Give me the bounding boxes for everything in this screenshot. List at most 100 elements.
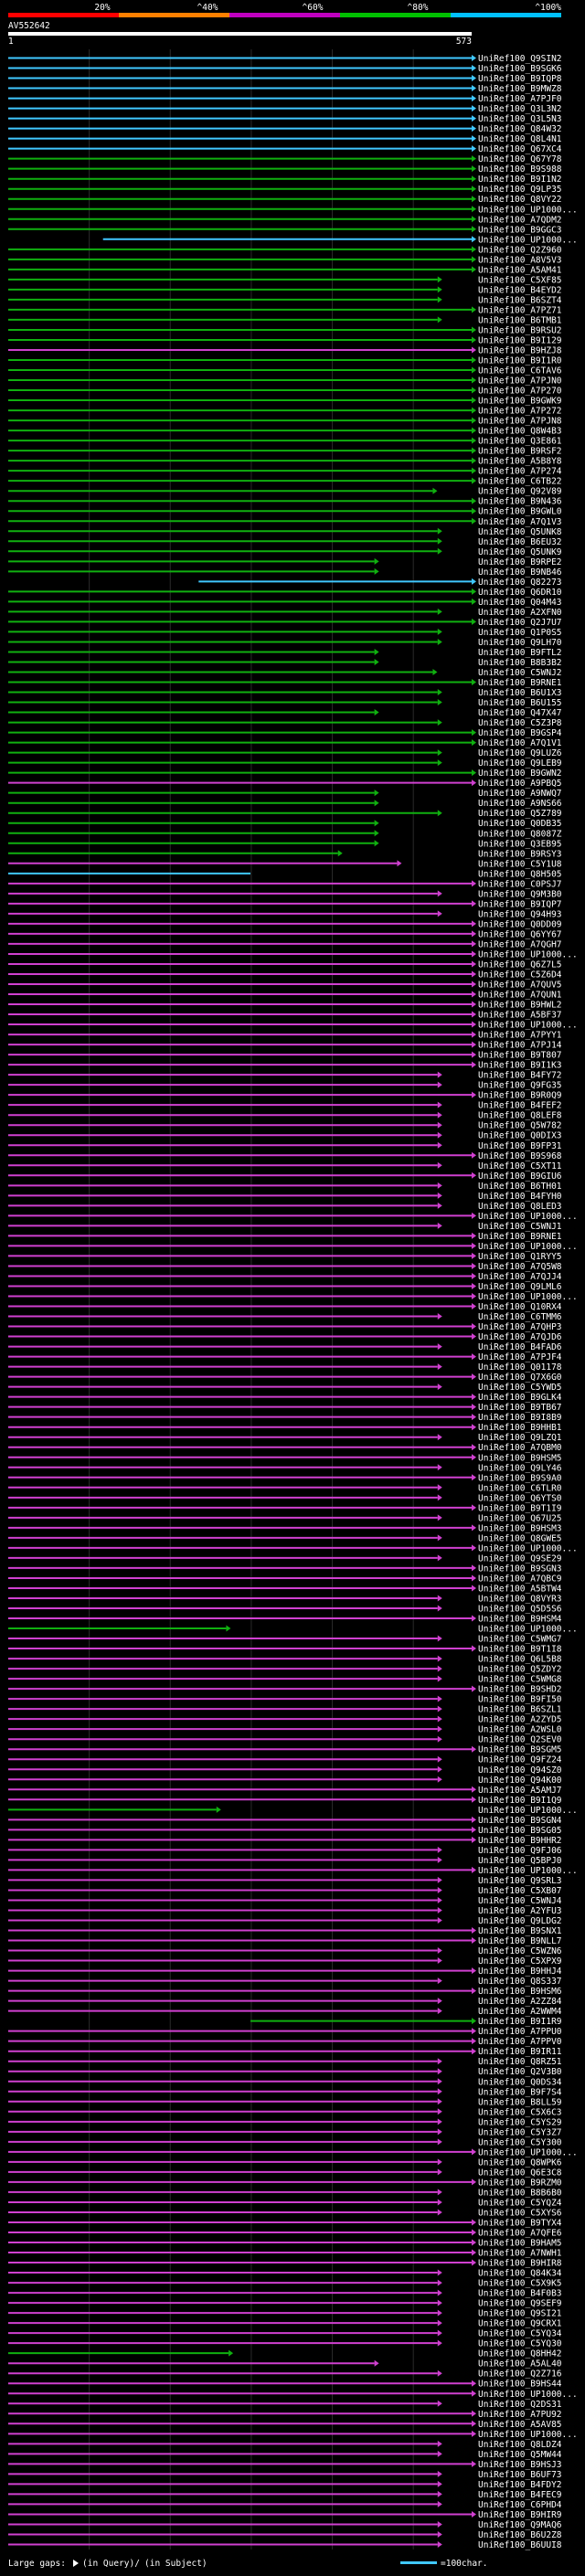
hit-arrow-icon	[437, 2189, 442, 2196]
hit-row: UniRef100_A7QUN1	[8, 991, 562, 1001]
hit-label: UniRef100_B4EYD2	[478, 285, 562, 295]
hit-arrow-icon	[472, 467, 476, 474]
scale-label-60: ^60%	[303, 3, 324, 13]
hit-row: UniRef100_B6UF73	[8, 2470, 562, 2480]
hit-row: UniRef100_A7PJN8	[8, 417, 562, 427]
hit-label: UniRef100_A2WWM4	[478, 2007, 562, 2017]
hit-row: UniRef100_A2WSL0	[8, 1725, 562, 1735]
hit-arrow-icon	[472, 981, 476, 988]
hit-row: UniRef100_Q9LDG2	[8, 1916, 562, 1926]
hit-label: UniRef100_B9HS44	[478, 2380, 562, 2390]
hit-row: UniRef100_B9SHD2	[8, 1685, 562, 1695]
hit-arrow-icon	[472, 1021, 476, 1028]
hit-row: UniRef100_A7QBC9	[8, 1574, 562, 1584]
hit-arrow-icon	[472, 266, 476, 273]
hit-row: UniRef100_B9HWL2	[8, 1001, 562, 1011]
scale-segment	[8, 13, 119, 17]
hit-row: UniRef100_Q9FG35	[8, 1081, 562, 1091]
hit-label: UniRef100_A2ZYD5	[478, 1715, 562, 1725]
hit-arrow-icon	[472, 2510, 476, 2518]
hit-arrow-icon	[437, 2520, 442, 2528]
hit-row: UniRef100_B6SZL1	[8, 1705, 562, 1715]
hit-arrow-icon	[437, 1977, 442, 1985]
hit-arrow-icon	[472, 1826, 476, 1833]
hit-label: UniRef100_B9I1R9	[478, 2017, 562, 2027]
hit-row: UniRef100_C5XPX9	[8, 1956, 562, 1966]
hit-arrow-icon	[437, 1998, 442, 2005]
hit-arrow-icon	[472, 2239, 476, 2246]
hit-row: UniRef100_UP1000...	[8, 1625, 578, 1635]
hit-arrow-icon	[437, 1363, 442, 1371]
hit-row: UniRef100_Q8LED3	[8, 1202, 562, 1212]
hit-arrow-icon	[374, 840, 379, 847]
hit-label: UniRef100_Q5UNK9	[478, 547, 562, 557]
hit-row: UniRef100_C6TLR0	[8, 1483, 562, 1493]
hit-label: UniRef100_C6TMM6	[478, 1312, 562, 1322]
hit-label: UniRef100_A5BTW4	[478, 1584, 562, 1594]
hit-label: UniRef100_Q3EB95	[478, 839, 562, 849]
hit-row: UniRef100_B9HSM3	[8, 1523, 562, 1533]
hit-row: UniRef100_B9HSJ3	[8, 2460, 562, 2470]
hit-arrow-icon	[472, 1373, 476, 1381]
hit-row: UniRef100_Q8H505	[8, 869, 562, 879]
hit-arrow-icon	[472, 900, 476, 907]
hit-row: UniRef100_Q9LML6	[8, 1282, 562, 1292]
hit-row: UniRef100_UP1000...	[8, 1543, 578, 1553]
hit-label: UniRef100_Q67U25	[478, 1513, 562, 1523]
hit-row: UniRef100_A5BF37	[8, 1011, 562, 1021]
hit-row: UniRef100_B9IR11	[8, 2047, 562, 2057]
hit-arrow-icon	[472, 1272, 476, 1279]
hit-label: UniRef100_C5YWD5	[478, 1383, 562, 1393]
hit-arrow-icon	[472, 105, 476, 112]
hit-label: UniRef100_Q2Z716	[478, 2369, 562, 2380]
hit-row: UniRef100_Q47X47	[8, 708, 562, 718]
hit-row: UniRef100_A7QDM2	[8, 215, 562, 225]
hit-arrow-icon	[472, 920, 476, 928]
hit-arrow-icon	[437, 2269, 442, 2276]
hit-arrow-icon	[437, 1121, 442, 1129]
hit-row: UniRef100_Q5W782	[8, 1121, 562, 1131]
hit-row: UniRef100_Q6E3C8	[8, 2168, 562, 2178]
hit-arrow-icon	[437, 2199, 442, 2206]
hit-label: UniRef100_Q9SI21	[478, 2309, 562, 2319]
hit-label: UniRef100_B6SZT4	[478, 295, 562, 305]
hit-arrow-icon	[437, 1111, 442, 1118]
hit-row: UniRef100_B9HAM5	[8, 2239, 562, 2249]
hit-row: UniRef100_B9I1R9	[250, 2017, 562, 2027]
hit-arrow-icon	[437, 1101, 442, 1108]
hit-row: UniRef100_Q9LZQ1	[8, 1433, 562, 1443]
hit-arrow-icon	[472, 1292, 476, 1299]
hit-row: UniRef100_C5X9K5	[8, 2279, 562, 2289]
hit-row: UniRef100_A2ZYD5	[8, 1715, 562, 1725]
hit-arrow-icon	[437, 2480, 442, 2487]
hit-label: UniRef100_B4FY72	[478, 1071, 562, 1081]
hit-row: UniRef100_B9I129	[8, 335, 562, 345]
hit-arrow-icon	[472, 75, 476, 82]
hit-arrow-icon	[437, 1665, 442, 1672]
hit-row: UniRef100_C6PHD4	[8, 2500, 562, 2510]
hit-row: UniRef100_Q10RX4	[8, 1302, 562, 1312]
hit-label: UniRef100_Q9M3B0	[478, 889, 562, 899]
hit-row: UniRef100_Q84W32	[8, 124, 562, 134]
hit-row: UniRef100_C5Y1U8	[8, 859, 562, 869]
scale-label-80: ^80%	[408, 3, 429, 13]
hit-label: UniRef100_A7P270	[478, 387, 562, 397]
hit-label: UniRef100_A7PJF4	[478, 1352, 562, 1362]
hit-label: UniRef100_B9FP31	[478, 1141, 562, 1151]
hit-label: UniRef100_B8B3B2	[478, 658, 562, 668]
hit-arrow-icon	[437, 1534, 442, 1542]
scale-segment	[119, 13, 229, 17]
hit-row: UniRef100_B9FP31	[8, 1141, 562, 1151]
hit-row: UniRef100_Q9LUZ6	[8, 748, 562, 758]
hit-arrow-icon	[432, 668, 438, 675]
hit-label: UniRef100_B9R0Q9	[478, 1091, 562, 1101]
scale-label-20: 20%	[94, 3, 110, 13]
hit-arrow-icon	[472, 1444, 476, 1451]
hit-arrow-icon	[472, 326, 476, 334]
hit-label: UniRef100_B4FDY2	[478, 2480, 562, 2490]
hit-label: UniRef100_Q9LZQ1	[478, 1433, 562, 1443]
hit-row: UniRef100_B9HHJ4	[8, 1966, 562, 1977]
hit-label: UniRef100_Q5ZDY2	[478, 1665, 562, 1675]
hit-label: UniRef100_Q04M43	[478, 598, 562, 608]
hit-label: UniRef100_A7NWH1	[478, 2249, 562, 2259]
